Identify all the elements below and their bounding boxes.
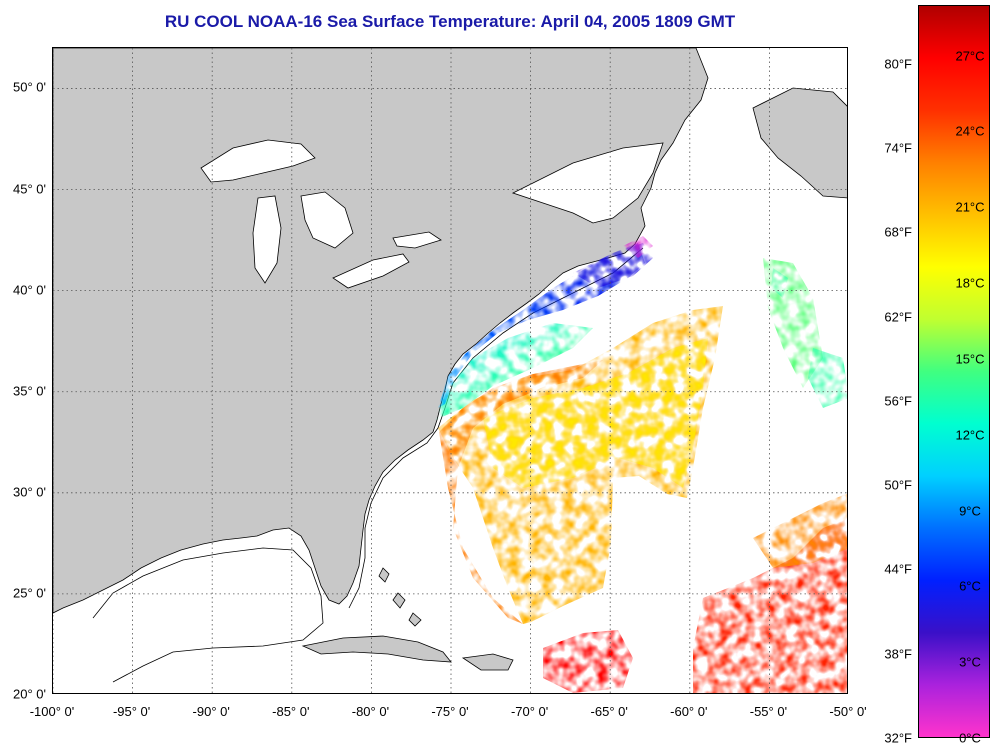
colorbar-c-label: 3°C (959, 654, 981, 670)
lake-michigan (252, 195, 282, 284)
lon-tick-label: -95° 0' (112, 704, 151, 719)
land (53, 48, 847, 671)
lon-tick-label: -90° 0' (192, 704, 230, 719)
colorbar-c-label: 24°C (955, 123, 985, 139)
colorbar-c-label: 6°C (959, 578, 981, 594)
sst-shelf-water (435, 323, 593, 420)
lat-tick-label: 35° 0' (13, 383, 46, 399)
lon-tick-label: -100° 0' (29, 704, 75, 719)
colorbar-c-label: 0°C (959, 730, 981, 746)
bahamas-land (378, 567, 422, 627)
sst-map-canvas[interactable] (53, 48, 848, 694)
gulf-contour (92, 547, 324, 683)
lon-tick-label: -65° 0' (590, 704, 628, 719)
sst-south-red-patch (543, 630, 633, 693)
colorbar-f-label: 44°F (884, 561, 912, 577)
lake-erie (332, 253, 410, 289)
lon-tick-label: -50° 0' (829, 704, 867, 719)
colorbar-f-label: 80°F (884, 56, 912, 72)
colorbar-c-label: 15°C (955, 351, 985, 367)
colorbar-f-label: 62°F (884, 309, 912, 325)
lat-tick-label: 40° 0' (13, 282, 46, 298)
newfoundland-land (752, 87, 847, 199)
lake-ontario (392, 231, 442, 249)
lat-tick-label: 20° 0' (13, 686, 46, 702)
sst-data (435, 236, 847, 693)
colorbar-f-label: 74°F (884, 140, 912, 156)
colorbar-f-label: 68°F (884, 224, 912, 240)
cuba-land (301, 635, 452, 663)
colorbar-f-label: 38°F (884, 646, 912, 662)
colorbar-c-label: 9°C (959, 503, 981, 519)
lon-tick-label: -85° 0' (272, 704, 310, 719)
sst-southeast-orange (753, 493, 847, 568)
great-lakes (200, 139, 664, 289)
lake-huron (300, 191, 354, 249)
colorbar-f-label: 56°F (884, 393, 912, 409)
sst-map[interactable] (52, 47, 848, 694)
lake-superior (200, 139, 316, 183)
st-lawrence-gulf (511, 142, 664, 224)
colorbar-c-label: 27°C (955, 48, 985, 64)
lon-tick-label: -70° 0' (510, 704, 549, 719)
lon-tick-label: -80° 0' (351, 704, 390, 719)
hispaniola-land (461, 653, 514, 671)
sst-bay-fundy-violet (623, 236, 653, 258)
lon-tick-label: -60° 0' (670, 704, 708, 719)
lon-tick-label: -55° 0' (749, 704, 788, 719)
colorbar-c-label: 21°C (955, 199, 985, 215)
temperature-colorbar (918, 5, 990, 738)
lat-tick-label: 50° 0' (13, 79, 46, 95)
sst-swath-yellow (483, 338, 708, 488)
sst-northeast-fragments (771, 268, 847, 408)
colorbar-f-label: 32°F (884, 730, 912, 746)
colorbar-c-label: 12°C (955, 427, 985, 443)
sst-gulf-maine-cold (573, 243, 653, 288)
map-title: RU COOL NOAA-16 Sea Surface Temperature:… (164, 12, 736, 31)
lon-tick-label: -75° 0' (431, 704, 469, 719)
colorbar-f-label: 50°F (884, 477, 912, 493)
lat-tick-label: 45° 0' (13, 181, 46, 197)
colorbar-c-label: 18°C (955, 275, 985, 291)
lat-tick-label: 30° 0' (13, 484, 46, 500)
lat-tick-label: 25° 0' (13, 585, 46, 601)
